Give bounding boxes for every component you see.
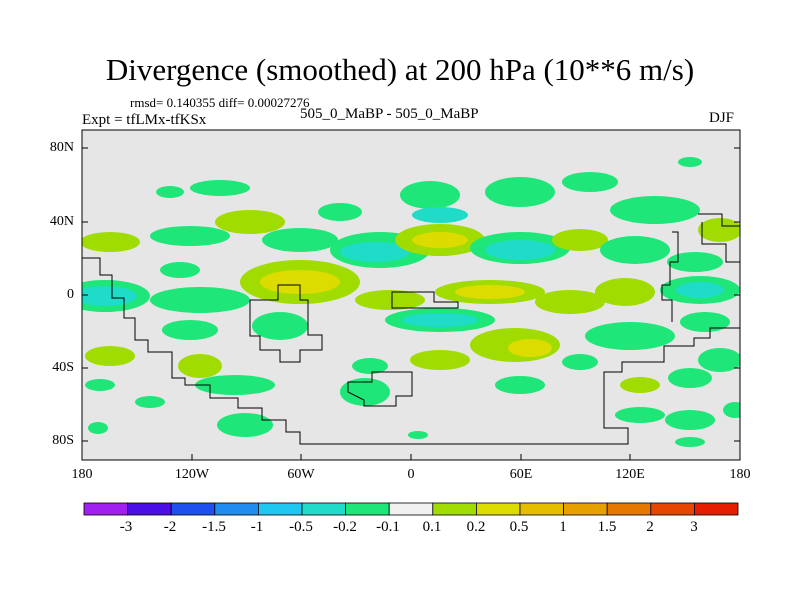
colorbar-swatch [301,502,346,516]
colorbar-swatch [127,502,172,516]
x-tick-label-60w: 60W [287,467,315,482]
colorbar-swatch [388,502,434,516]
colorbar-swatch [214,502,259,516]
colorbar-swatch [170,502,216,516]
colorbar-swatch [345,502,390,516]
y-tick-label-40n: 40N [49,214,74,229]
colorbar-label: 1 [559,519,567,535]
y-tick-label-80s: 80S [52,433,74,448]
experiment-label: Expt = tfLMx-tfKSx [82,112,207,128]
colorbar-label: -0.1 [376,519,400,535]
colorbar-swatch [606,502,652,516]
x-tick-label-180w: 180 [71,467,93,482]
colorbar-swatch [563,502,608,516]
colorbar-label: 1.5 [597,519,617,535]
colorbar-label: -0.2 [333,519,357,535]
coastline-overlay [82,213,740,445]
colorbar-swatch [519,502,564,516]
colorbar-label: -3 [119,519,133,535]
colorbar-swatch [694,502,739,516]
colorbar-label: 2 [646,519,654,535]
colorbar-label: -1.5 [202,519,226,535]
colorbar-label: 0.1 [422,519,442,535]
colorbar-swatch [83,502,128,516]
center-label: 505_0_MaBP - 505_0_MaBP [300,106,479,122]
colorbar-label: -0.5 [289,519,313,535]
divergence-field [82,157,740,447]
x-tick-label-0: 0 [407,467,415,482]
y-ticks [82,147,740,442]
colorbar-label: 3 [690,519,698,535]
colorbar-swatch [475,502,521,516]
x-ticks [81,454,741,460]
colorbar [83,502,739,516]
x-tick-label-60e: 60E [509,467,533,482]
colorbar-swatch [650,502,695,516]
plot-title: Divergence (smoothed) at 200 hPa (10**6 … [105,52,695,87]
x-tick-label-180e: 180 [729,467,751,482]
colorbar-label: -2 [163,519,177,535]
y-tick-label-0: 0 [67,287,74,302]
x-tick-label-120e: 120E [615,467,645,482]
season-label: DJF [709,110,735,126]
colorbar-label: -1 [250,519,264,535]
colorbar-swatch [257,502,303,516]
colorbar-label: 0.5 [509,519,529,535]
colorbar-swatch [432,502,477,516]
x-tick-label-120w: 120W [174,467,210,482]
y-tick-label-80n: 80N [49,140,74,155]
y-tick-label-40s: 40S [52,360,74,375]
colorbar-label: 0.2 [466,519,486,535]
stats-label: rmsd= 0.140355 diff= 0.00027276 [130,95,310,110]
